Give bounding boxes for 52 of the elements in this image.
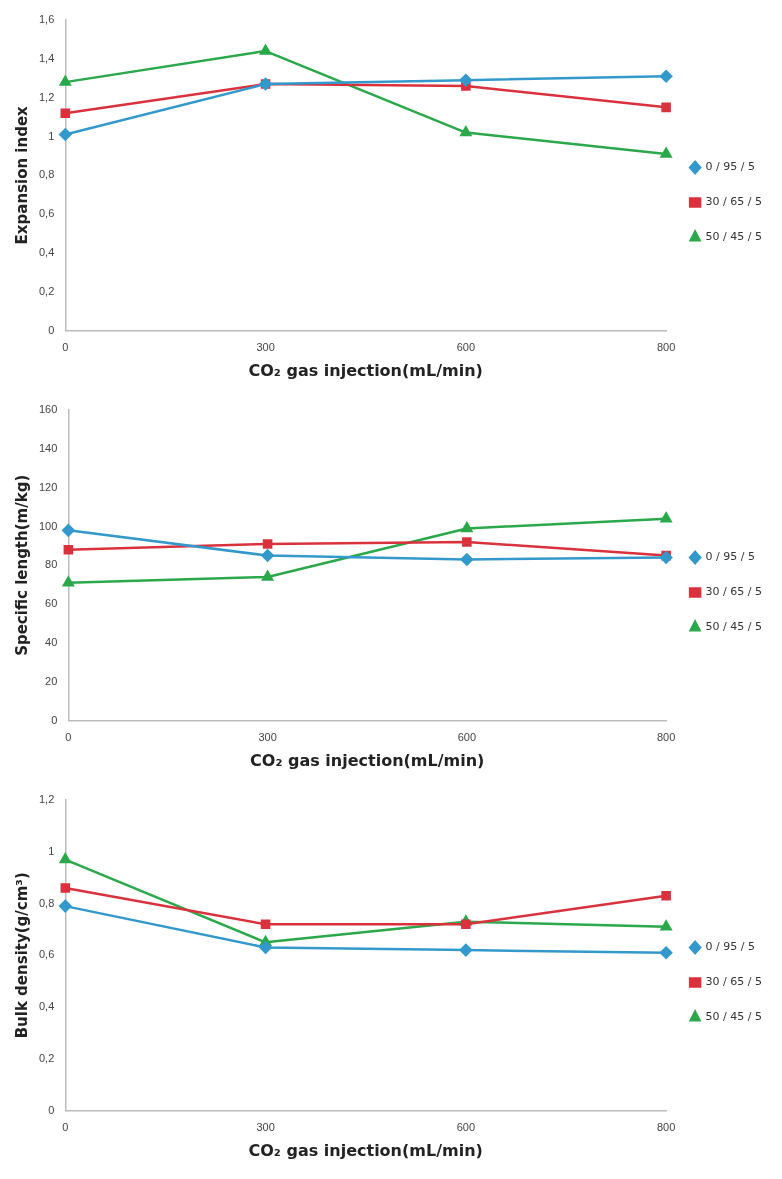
x-axis-title: CO₂ gas injection(mL/min): [248, 1140, 483, 1160]
y-tick-label: 120: [38, 480, 58, 493]
y-tick-label: 1,2: [38, 90, 55, 103]
y-axis-title: Bulk density(g/cm³): [12, 872, 31, 1039]
x-axis-title: CO₂ gas injection(mL/min): [248, 360, 483, 380]
x-axis-title: CO₂ gas injection(mL/min): [250, 750, 485, 770]
y-tick-label: 0: [48, 1103, 55, 1116]
legend-label: 50 / 45 / 5: [705, 1010, 763, 1024]
x-tick-label: 800: [656, 1121, 676, 1134]
y-tick-label: 0,8: [38, 896, 55, 909]
legend-label: 0 / 95 / 5: [705, 550, 756, 564]
y-tick-label: 100: [38, 519, 58, 532]
y-tick-label: 0,8: [38, 168, 55, 181]
legend-label: 30 / 65 / 5: [705, 585, 763, 599]
y-tick-label: 0: [51, 713, 58, 726]
legend-label: 0 / 95 / 5: [705, 160, 756, 174]
y-tick-label: 160: [38, 403, 58, 416]
legend-label: 30 / 65 / 5: [705, 195, 763, 209]
y-tick-label: 1,4: [38, 51, 55, 64]
x-tick-label: 800: [656, 731, 676, 744]
legend-label: 0 / 95 / 5: [705, 940, 756, 954]
legend-label: 30 / 65 / 5: [705, 975, 763, 989]
y-tick-label: 0,4: [38, 1000, 55, 1013]
y-tick-label: 140: [38, 441, 58, 454]
x-tick-label: 300: [256, 341, 275, 354]
x-tick-label: 0: [65, 731, 72, 744]
y-tick-label: 20: [45, 674, 58, 687]
y-tick-label: 0,6: [38, 948, 55, 961]
legend-label: 50 / 45 / 5: [705, 620, 763, 634]
x-tick-label: 300: [258, 731, 277, 744]
x-tick-label: 600: [456, 341, 476, 354]
x-tick-label: 0: [62, 341, 69, 354]
legend-label: 50 / 45 / 5: [705, 230, 763, 244]
y-axis-title: Expansion index: [12, 105, 31, 245]
x-tick-label: 300: [256, 1121, 275, 1134]
x-tick-label: 600: [457, 731, 477, 744]
y-tick-label: 1: [48, 844, 55, 857]
y-tick-label: 1: [48, 129, 55, 142]
y-tick-label: 1,2: [38, 793, 55, 806]
x-tick-label: 0: [62, 1121, 69, 1134]
y-tick-label: 0,4: [38, 245, 55, 258]
y-tick-label: 0: [48, 323, 55, 336]
y-tick-label: 0,2: [38, 284, 55, 297]
y-tick-label: 0,6: [38, 207, 55, 220]
y-tick-label: 40: [45, 635, 58, 648]
x-tick-label: 800: [656, 341, 676, 354]
y-tick-label: 60: [45, 597, 58, 610]
y-tick-label: 0,2: [38, 1051, 55, 1064]
x-tick-label: 600: [456, 1121, 476, 1134]
y-tick-label: 80: [45, 558, 58, 571]
y-axis-title: Specific length(m/kg): [12, 474, 31, 656]
y-tick-label: 1,6: [38, 13, 55, 26]
